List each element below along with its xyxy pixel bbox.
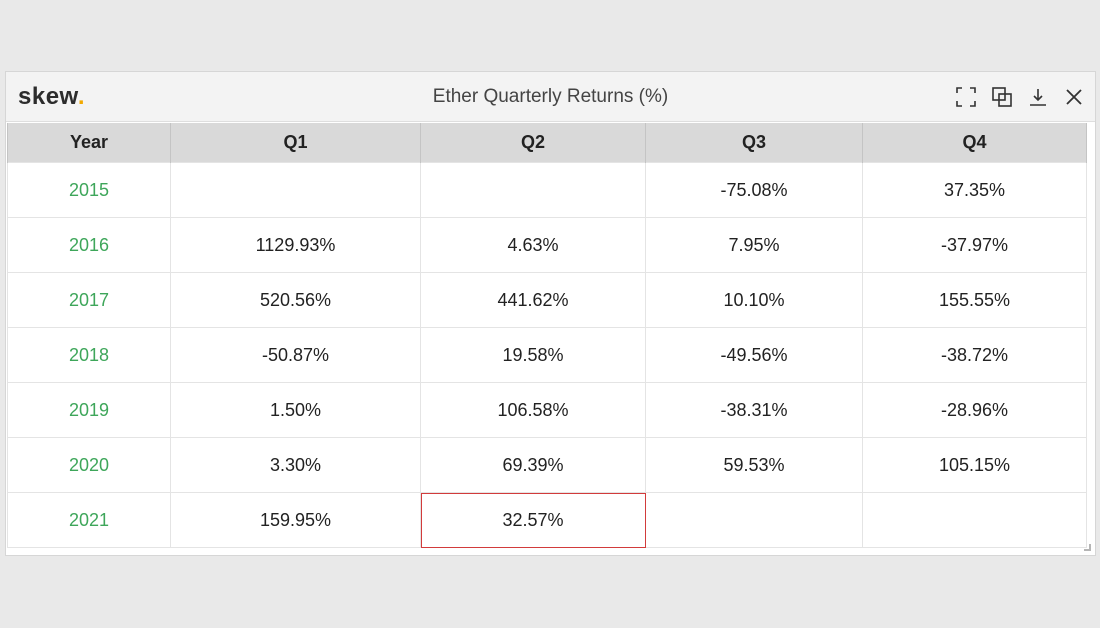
close-icon (1066, 89, 1082, 105)
q1-cell[interactable]: 1129.93% (170, 217, 421, 273)
q4-cell[interactable]: 105.15% (862, 437, 1087, 493)
table-row: 2020 3.30% 69.39% 59.53% 105.15% (7, 437, 1087, 493)
q1-cell[interactable]: 520.56% (170, 272, 421, 328)
resize-handle[interactable] (1084, 544, 1091, 551)
q4-cell[interactable]: -37.97% (862, 217, 1087, 273)
table-row: 2016 1129.93% 4.63% 7.95% -37.97% (7, 217, 1087, 273)
header-year[interactable]: Year (7, 123, 171, 163)
widget-titlebar: skew. Ether Quarterly Returns (%) (6, 72, 1095, 122)
table-row: 2019 1.50% 106.58% -38.31% -28.96% (7, 382, 1087, 438)
q2-cell[interactable]: 4.63% (420, 217, 646, 273)
download-icon (1030, 89, 1046, 106)
q2-cell[interactable]: 441.62% (420, 272, 646, 328)
close-button[interactable] (1061, 84, 1087, 110)
q2-cell[interactable]: 106.58% (420, 382, 646, 438)
table-row: 2021 159.95% 32.57% (7, 492, 1087, 548)
year-cell[interactable]: 2017 (7, 272, 171, 328)
download-button[interactable] (1025, 84, 1051, 110)
widget-toolbar (953, 84, 1087, 110)
ether-returns-widget: skew. Ether Quarterly Returns (%) (5, 71, 1096, 556)
q3-cell[interactable]: -38.31% (645, 382, 863, 438)
year-cell[interactable]: 2021 (7, 492, 171, 548)
header-q4[interactable]: Q4 (862, 123, 1087, 163)
q4-cell[interactable]: 37.35% (862, 162, 1087, 218)
fullscreen-button[interactable] (953, 84, 979, 110)
duplicate-icon (992, 87, 1012, 107)
returns-table: Year Q1 Q2 Q3 Q4 2015 -75.08% 37.35% 201… (7, 123, 1087, 548)
table-row: 2017 520.56% 441.62% 10.10% 155.55% (7, 272, 1087, 328)
year-cell[interactable]: 2016 (7, 217, 171, 273)
year-cell[interactable]: 2018 (7, 327, 171, 383)
header-q3[interactable]: Q3 (645, 123, 863, 163)
q3-cell[interactable] (645, 492, 863, 548)
header-q2[interactable]: Q2 (420, 123, 646, 163)
duplicate-button[interactable] (989, 84, 1015, 110)
q1-cell[interactable]: 3.30% (170, 437, 421, 493)
fullscreen-icon (956, 87, 976, 107)
q4-cell[interactable]: 155.55% (862, 272, 1087, 328)
q3-cell[interactable]: 7.95% (645, 217, 863, 273)
q2-cell[interactable]: 19.58% (420, 327, 646, 383)
year-cell[interactable]: 2019 (7, 382, 171, 438)
q4-cell[interactable] (862, 492, 1087, 548)
header-q1[interactable]: Q1 (170, 123, 421, 163)
q4-cell[interactable]: -38.72% (862, 327, 1087, 383)
q1-cell[interactable]: 1.50% (170, 382, 421, 438)
q2-cell-selected[interactable]: 32.57% (420, 492, 646, 548)
table-row: 2018 -50.87% 19.58% -49.56% -38.72% (7, 327, 1087, 383)
q1-cell[interactable]: 159.95% (170, 492, 421, 548)
table-header-row: Year Q1 Q2 Q3 Q4 (7, 123, 1087, 163)
skew-logo: skew. (18, 83, 85, 110)
q3-cell[interactable]: -49.56% (645, 327, 863, 383)
q3-cell[interactable]: 10.10% (645, 272, 863, 328)
q3-cell[interactable]: -75.08% (645, 162, 863, 218)
q1-cell[interactable] (170, 162, 421, 218)
q4-cell[interactable]: -28.96% (862, 382, 1087, 438)
year-cell[interactable]: 2015 (7, 162, 171, 218)
q3-cell[interactable]: 59.53% (645, 437, 863, 493)
q1-cell[interactable]: -50.87% (170, 327, 421, 383)
q2-cell[interactable]: 69.39% (420, 437, 646, 493)
widget-title: Ether Quarterly Returns (%) (432, 86, 669, 107)
year-cell[interactable]: 2020 (7, 437, 171, 493)
q2-cell[interactable] (420, 162, 646, 218)
table-row: 2015 -75.08% 37.35% (7, 162, 1087, 218)
